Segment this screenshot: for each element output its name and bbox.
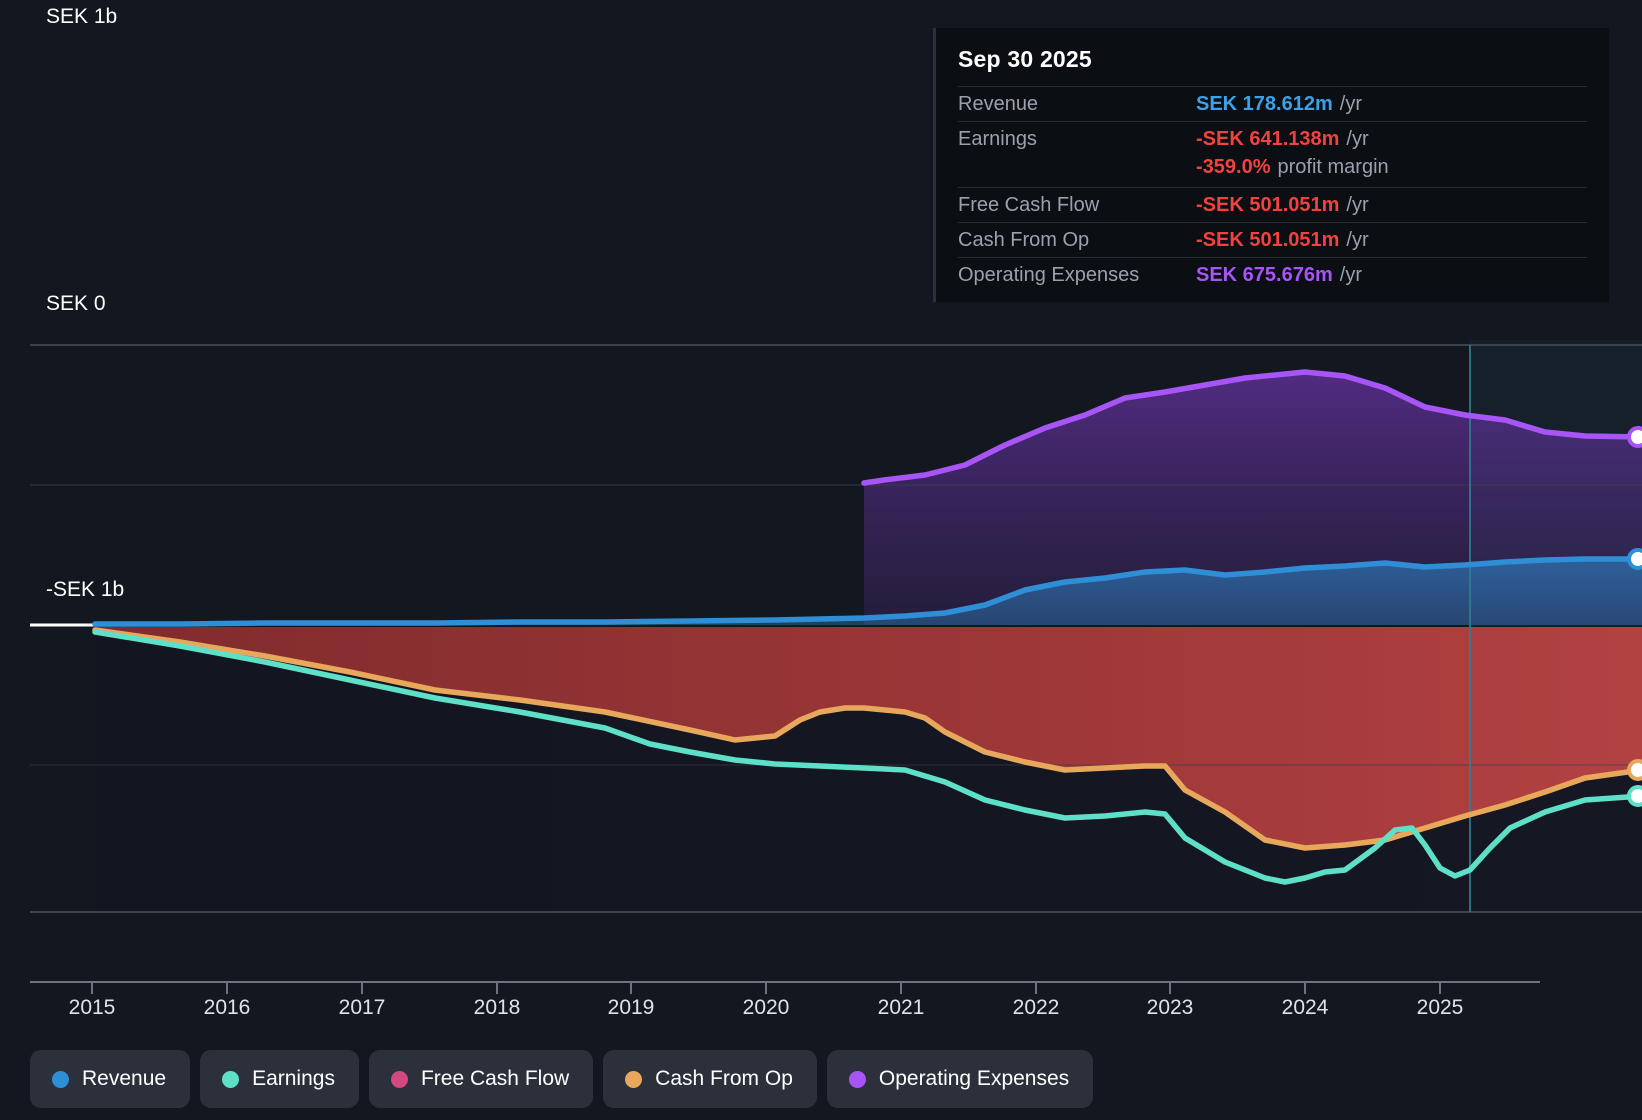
series-line-cash-from-op — [92, 627, 1642, 851]
chart-legend: Revenue Earnings Free Cash Flow Cash Fro… — [30, 1050, 1094, 1108]
tooltip-value-earnings: -SEK 641.138m — [1196, 128, 1340, 150]
data-tooltip: Sep 30 2025 Revenue SEK 178.612m /yr Ear… — [933, 28, 1609, 302]
tooltip-row-revenue: Revenue SEK 178.612m /yr — [958, 86, 1587, 121]
tooltip-label-operating-expenses: Operating Expenses — [958, 264, 1140, 286]
below-cashflow-dark-region — [95, 630, 1642, 912]
tooltip-date: Sep 30 2025 — [958, 46, 1092, 72]
tooltip-label-free-cash-flow: Free Cash Flow — [958, 194, 1100, 216]
series-area-revenue — [95, 559, 1642, 625]
x-tick-2023: 2023 — [1146, 996, 1194, 1019]
tooltip-suffix-free-cash-flow: /yr — [1346, 194, 1369, 216]
x-axis-ticks — [30, 981, 1540, 994]
tooltip-suffix-revenue: /yr — [1339, 93, 1362, 115]
x-tick-2015: 2015 — [68, 996, 116, 1019]
endpoint-marker-earnings — [1627, 785, 1642, 807]
legend-dot-cash-from-op — [625, 1070, 643, 1088]
legend-label-free-cash-flow: Free Cash Flow — [420, 1067, 570, 1090]
tooltip-row-cash-from-op: Cash From Op -SEK 501.051m /yr — [958, 222, 1587, 257]
tooltip-row-operating-expenses: Operating Expenses SEK 675.676m /yr — [958, 257, 1587, 292]
legend-item-revenue[interactable]: Revenue — [30, 1050, 191, 1108]
legend-label-revenue: Revenue — [82, 1067, 167, 1090]
legend-label-cash-from-op: Cash From Op — [655, 1067, 793, 1090]
x-tick-2018: 2018 — [473, 996, 521, 1019]
tooltip-suffix-cash-from-op: /yr — [1346, 229, 1369, 251]
legend-dot-earnings — [222, 1070, 240, 1088]
x-tick-2016: 2016 — [203, 996, 251, 1019]
series-area-operating-expenses — [864, 372, 1642, 625]
legend-item-operating-expenses[interactable]: Operating Expenses — [826, 1050, 1094, 1108]
tooltip-row-earnings: Earnings -SEK 641.138m /yr — [958, 121, 1587, 156]
tooltip-suffix-earnings: /yr — [1346, 128, 1369, 150]
tooltip-row-free-cash-flow: Free Cash Flow -SEK 501.051m /yr — [958, 187, 1587, 222]
legend-item-earnings[interactable]: Earnings — [200, 1050, 359, 1108]
y-axis-label-top: SEK 1b — [46, 5, 118, 28]
series-line-earnings — [92, 629, 1642, 885]
x-tick-2022: 2022 — [1012, 996, 1060, 1019]
tooltip-row-profit-margin: -359.0% profit margin — [958, 156, 1587, 187]
legend-item-cash-from-op[interactable]: Cash From Op — [603, 1050, 817, 1108]
series-line-operating-expenses — [861, 369, 1642, 486]
x-tick-2020: 2020 — [742, 996, 790, 1019]
tooltip-suffix-profit-margin: profit margin — [1277, 156, 1389, 178]
tooltip-label-earnings: Earnings — [958, 128, 1037, 150]
endpoint-marker-operating-expenses — [1627, 426, 1642, 448]
tooltip-suffix-operating-expenses: /yr — [1339, 264, 1362, 286]
endpoint-marker-cash-from-op — [1627, 759, 1642, 781]
x-tick-2021: 2021 — [877, 996, 925, 1019]
legend-dot-revenue — [52, 1070, 69, 1088]
x-tick-2025: 2025 — [1416, 996, 1464, 1019]
x-tick-2019: 2019 — [607, 996, 655, 1019]
tooltip-value-revenue: SEK 178.612m — [1196, 93, 1333, 115]
chart-plot-area[interactable] — [0, 300, 1642, 980]
legend-label-earnings: Earnings — [252, 1067, 335, 1090]
x-axis: 2015 2016 2017 2018 2019 2020 2021 2022 … — [0, 980, 1642, 1040]
tooltip-value-free-cash-flow: -SEK 501.051m — [1196, 194, 1340, 216]
tooltip-value-operating-expenses: SEK 675.676m — [1196, 264, 1333, 286]
chart-svg[interactable] — [0, 300, 1642, 980]
legend-label-operating-expenses: Operating Expenses — [878, 1067, 1070, 1090]
tooltip-label-revenue: Revenue — [958, 93, 1039, 115]
y-axis-label-zero: SEK 0 — [46, 292, 106, 315]
tooltip-value-profit-margin: -359.0% — [1196, 156, 1271, 178]
legend-dot-operating-expenses — [848, 1070, 866, 1088]
x-tick-2024: 2024 — [1281, 996, 1329, 1019]
x-tick-2017: 2017 — [338, 996, 386, 1019]
series-line-revenue — [92, 556, 1642, 627]
tooltip-label-cash-from-op: Cash From Op — [958, 229, 1090, 251]
y-axis-label-bottom: -SEK 1b — [46, 578, 125, 601]
tooltip-value-cash-from-op: -SEK 501.051m — [1196, 229, 1340, 251]
legend-dot-free-cash-flow — [390, 1070, 408, 1088]
legend-item-free-cash-flow[interactable]: Free Cash Flow — [368, 1050, 594, 1108]
endpoint-marker-revenue — [1627, 548, 1642, 570]
